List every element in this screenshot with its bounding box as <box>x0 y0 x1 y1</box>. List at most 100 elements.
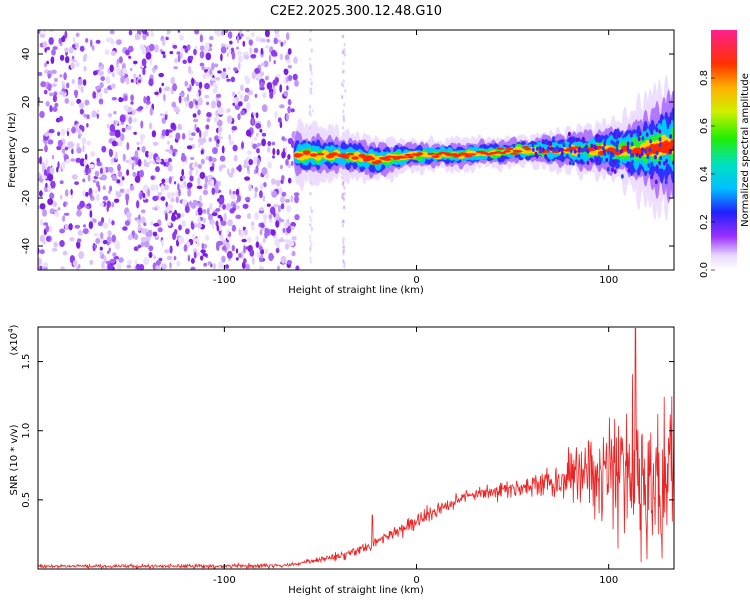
noise-blob <box>221 30 224 36</box>
noise-streak-blob <box>343 118 346 123</box>
noise-blob <box>196 91 199 98</box>
noise-blob <box>206 112 212 118</box>
noise-blob <box>228 134 232 141</box>
noise-blob <box>214 185 219 194</box>
noise-blob <box>122 226 128 231</box>
ridge-fleck <box>580 158 583 164</box>
ridge-fleck <box>599 157 603 162</box>
noise-blob <box>244 177 250 181</box>
noise-blob <box>275 247 280 254</box>
ridge-blob <box>505 147 514 151</box>
noise-blob <box>100 76 105 82</box>
noise-blob <box>86 123 89 128</box>
noise-blob <box>166 222 172 226</box>
noise-blob <box>266 82 273 90</box>
noise-blob <box>218 225 222 232</box>
noise-blob <box>39 249 45 255</box>
snr-xtick-label: -100 <box>213 575 236 586</box>
noise-blob <box>284 146 288 154</box>
noise-blob <box>197 142 201 148</box>
noise-blob <box>111 175 118 182</box>
noise-blob <box>284 239 290 244</box>
noise-blob <box>235 214 242 220</box>
noise-blob <box>116 39 122 45</box>
ridge-fleck <box>572 161 575 166</box>
noise-blob <box>111 140 117 147</box>
noise-blob <box>208 156 213 162</box>
noise-streak-blob <box>342 180 345 184</box>
noise-blob <box>181 220 187 228</box>
noise-blob <box>285 32 290 41</box>
noise-blob <box>38 72 43 76</box>
noise-blob <box>259 190 263 199</box>
noise-blob <box>59 194 63 200</box>
noise-blob <box>283 90 289 97</box>
snr-series-line <box>38 327 674 569</box>
noise-blob <box>46 236 50 242</box>
noise-blob <box>243 163 248 169</box>
ridge-blob <box>431 155 440 158</box>
noise-blob <box>187 188 192 197</box>
noise-blob <box>116 191 122 198</box>
noise-blob <box>165 129 170 137</box>
noise-blob <box>175 107 181 113</box>
noise-blob <box>184 80 188 87</box>
noise-blob <box>53 241 58 248</box>
noise-blob <box>276 73 281 78</box>
noise-blob <box>237 55 243 63</box>
noise-streak-blob <box>343 53 347 57</box>
noise-blob <box>202 208 207 214</box>
noise-streak-blob <box>310 82 313 86</box>
noise-blob <box>71 148 74 155</box>
noise-blob <box>178 188 181 197</box>
noise-blob <box>70 101 75 106</box>
noise-blob <box>41 162 45 167</box>
noise-blob <box>258 207 265 211</box>
noise-blob <box>64 56 70 64</box>
noise-blob <box>281 175 285 181</box>
noise-blob <box>109 64 114 73</box>
noise-blob <box>235 248 239 254</box>
noise-blob <box>50 56 55 64</box>
ridge-fleck <box>641 147 644 152</box>
noise-blob <box>126 142 130 151</box>
noise-blob <box>91 110 97 118</box>
noise-blob <box>188 101 194 109</box>
noise-blob <box>203 253 208 257</box>
noise-blob <box>215 93 222 98</box>
noise-blob <box>171 101 177 108</box>
noise-blob <box>206 101 210 106</box>
noise-blob <box>277 117 282 123</box>
noise-blob <box>276 148 280 156</box>
noise-blob <box>200 255 204 261</box>
noise-blob <box>54 77 58 83</box>
ridge-fleck <box>603 139 607 145</box>
noise-blob <box>72 260 78 267</box>
noise-blob <box>262 195 266 202</box>
noise-streak-blob <box>310 47 313 52</box>
noise-blob <box>248 159 253 166</box>
noise-blob <box>248 184 252 192</box>
noise-blob <box>286 205 292 213</box>
noise-blob <box>205 66 212 71</box>
noise-streak-blob <box>310 226 313 231</box>
noise-blob <box>197 164 202 169</box>
noise-blob <box>44 144 48 153</box>
noise-blob <box>258 265 264 270</box>
noise-streak-blob <box>309 57 312 61</box>
noise-streak-blob <box>309 223 312 228</box>
noise-blob <box>183 244 188 252</box>
ridge-fleck <box>568 160 572 166</box>
noise-blob <box>179 184 186 189</box>
ridge-fleck <box>566 154 569 159</box>
noise-blob <box>290 225 295 231</box>
noise-blob <box>208 219 215 225</box>
noise-blob <box>83 159 88 166</box>
ridge-fleck <box>550 146 553 151</box>
noise-blob <box>171 214 177 222</box>
noise-blob <box>126 125 132 131</box>
noise-blob <box>237 113 241 121</box>
noise-blob <box>247 237 252 243</box>
noise-blob <box>237 194 241 203</box>
ridge-fleck <box>535 154 539 159</box>
